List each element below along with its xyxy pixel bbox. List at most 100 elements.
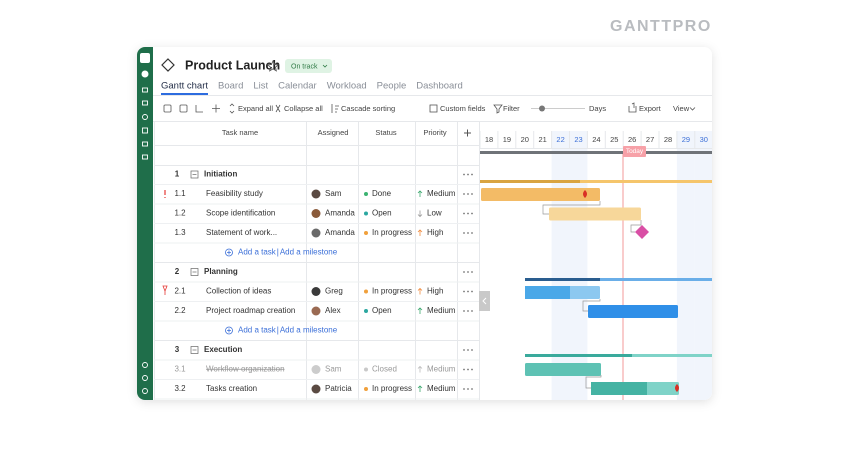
filter[interactable]: Filter xyxy=(503,104,520,113)
icon[interactable] xyxy=(275,104,281,113)
avatar xyxy=(311,365,321,374)
row-menu-dot[interactable] xyxy=(463,290,465,293)
icon[interactable] xyxy=(163,104,172,113)
task-name[interactable]: Collection of ideas xyxy=(206,287,271,296)
row-menu-dot[interactable] xyxy=(463,212,465,215)
add-milestone[interactable]: Add a milestone xyxy=(280,248,338,257)
row-menu-dot[interactable] xyxy=(471,310,473,312)
row-menu-dot[interactable] xyxy=(471,290,473,293)
icon[interactable] xyxy=(142,388,148,394)
icon[interactable] xyxy=(212,104,220,113)
status-badge[interactable] xyxy=(285,59,332,73)
row-menu-dot[interactable] xyxy=(467,232,469,234)
row-menu-dot[interactable] xyxy=(471,368,473,371)
icon[interactable] xyxy=(331,104,339,113)
scale[interactable]: Days xyxy=(589,104,606,113)
day-label: 27 xyxy=(646,135,654,144)
custom-fields[interactable]: Custom fields xyxy=(440,104,486,113)
row-menu-dot[interactable] xyxy=(463,368,465,371)
zoom-handle[interactable] xyxy=(539,105,545,112)
row-menu-dot[interactable] xyxy=(467,290,469,293)
task-bar xyxy=(588,305,678,318)
favorite-star[interactable] xyxy=(266,59,280,72)
icon[interactable] xyxy=(142,127,148,134)
tab[interactable]: Board xyxy=(218,81,243,92)
expand-all[interactable]: Expand all xyxy=(238,104,273,113)
row-menu-dot[interactable] xyxy=(471,232,473,234)
icon[interactable] xyxy=(493,104,503,114)
priority-arrow xyxy=(417,365,423,373)
icon[interactable] xyxy=(179,104,188,113)
tab[interactable]: Gantt chart xyxy=(161,81,208,92)
row-menu-dot[interactable] xyxy=(463,310,465,312)
row-menu-dot[interactable] xyxy=(463,193,465,195)
tab[interactable]: Calendar xyxy=(278,81,317,92)
time-scale-bar xyxy=(480,151,712,154)
row-menu-dot[interactable] xyxy=(471,349,473,351)
add-task[interactable]: Add a task xyxy=(238,248,277,257)
icon[interactable] xyxy=(142,141,148,147)
tab[interactable]: Workload xyxy=(327,81,367,92)
day-label: 29 xyxy=(682,135,690,144)
cascade-sorting[interactable]: Cascade sorting xyxy=(341,104,395,113)
task-name[interactable]: Tasks creation xyxy=(206,384,257,393)
row-menu-dot[interactable] xyxy=(467,193,469,195)
row-menu-dot[interactable] xyxy=(467,388,469,390)
row-menu-dot[interactable] xyxy=(463,349,465,351)
view[interactable]: View xyxy=(673,104,690,113)
row-menu-dot[interactable] xyxy=(467,368,469,371)
add-icon[interactable] xyxy=(225,248,233,257)
icon[interactable] xyxy=(628,102,637,113)
group-number: 2 xyxy=(175,267,180,276)
row-menu-dot[interactable] xyxy=(471,193,473,195)
collapse-panel[interactable] xyxy=(479,291,490,311)
tab[interactable]: People xyxy=(377,81,407,92)
row-menu-dot[interactable] xyxy=(467,310,469,312)
collapse-all[interactable]: Collapse all xyxy=(284,104,323,113)
icon[interactable] xyxy=(142,114,148,120)
task-name[interactable]: Workflow organization xyxy=(206,365,285,374)
row-menu-dot[interactable] xyxy=(467,173,469,176)
row-menu-dot[interactable] xyxy=(467,349,469,351)
row-menu-dot[interactable] xyxy=(471,173,473,176)
icon[interactable] xyxy=(429,104,438,113)
task-name[interactable]: Scope identification xyxy=(206,209,275,218)
add-column[interactable] xyxy=(464,129,471,137)
sidebar-logo[interactable] xyxy=(140,53,150,63)
task-bar xyxy=(525,363,601,376)
icon[interactable] xyxy=(195,105,203,113)
dependency-link xyxy=(585,375,602,389)
row-menu-dot[interactable] xyxy=(463,232,465,234)
task-name[interactable]: Feasibility study xyxy=(206,189,263,198)
add-milestone[interactable]: Add a milestone xyxy=(280,326,338,335)
collapse-toggle[interactable] xyxy=(190,346,199,354)
row-menu-dot[interactable] xyxy=(471,388,473,390)
sidebar-add[interactable] xyxy=(141,70,149,78)
row-menu-dot[interactable] xyxy=(471,212,473,215)
row-menu-dot[interactable] xyxy=(463,388,465,390)
assignee: Amanda xyxy=(325,228,355,237)
tab[interactable]: List xyxy=(253,81,268,92)
row-menu-dot[interactable] xyxy=(467,212,469,215)
icon[interactable] xyxy=(689,107,696,111)
icon[interactable] xyxy=(142,154,148,160)
icon[interactable] xyxy=(142,375,148,381)
task-name[interactable]: Project roadmap creation xyxy=(206,306,295,315)
export[interactable]: Export xyxy=(639,104,662,113)
row-menu-dot[interactable] xyxy=(471,271,473,273)
row-menu-dot[interactable] xyxy=(467,271,469,273)
icon[interactable] xyxy=(142,87,148,93)
add-task[interactable]: Add a task xyxy=(238,326,277,335)
icon[interactable] xyxy=(142,362,148,368)
tab[interactable]: Dashboard xyxy=(416,81,462,92)
collapse-toggle[interactable] xyxy=(190,268,199,276)
task-name[interactable]: Statement of work... xyxy=(206,228,277,237)
add-icon[interactable] xyxy=(225,326,233,335)
row-menu-dot[interactable] xyxy=(463,173,465,176)
collapse-toggle[interactable] xyxy=(190,170,199,179)
row-menu-dot[interactable] xyxy=(463,271,465,273)
icon[interactable] xyxy=(229,103,235,114)
icon[interactable] xyxy=(142,100,148,106)
group-name: Execution xyxy=(204,345,242,354)
